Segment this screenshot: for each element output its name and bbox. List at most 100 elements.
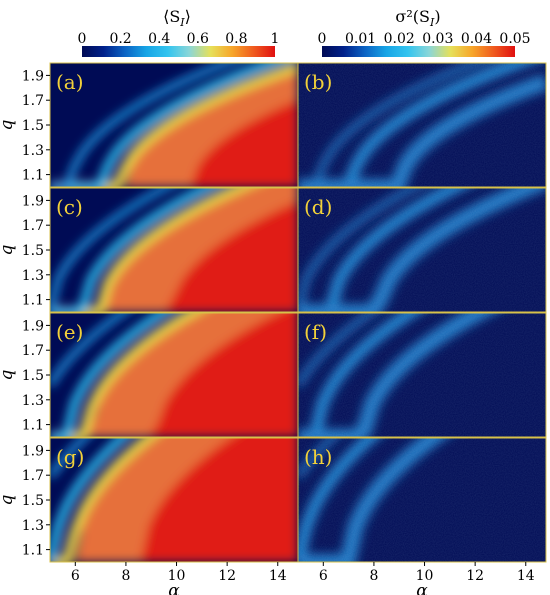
colorbar-tick-label: 0.04 xyxy=(461,31,492,47)
y-tick-label: 1.3 xyxy=(22,143,44,159)
colorbar-mean-title-main: ⟨S xyxy=(163,7,180,26)
colorbar-variance-title-sub: I xyxy=(429,16,435,29)
panel-label: (a) xyxy=(56,70,84,94)
colorbar-tick-label: 0.05 xyxy=(499,31,530,47)
panel-a: (a) xyxy=(49,62,299,188)
heatmap-transition-band xyxy=(50,188,251,312)
heatmap-ridge xyxy=(50,188,172,312)
y-tick-label: 1.3 xyxy=(22,268,44,284)
y-tick-label: 1.9 xyxy=(22,318,44,334)
y-tick-label: 1.7 xyxy=(22,468,44,484)
panel-d: (d) xyxy=(297,187,547,313)
y-axis-title: q xyxy=(0,494,17,505)
x-axis-title: α xyxy=(416,581,428,595)
colorbar-tick-label: 1 xyxy=(271,31,280,47)
y-tick-label: 1.5 xyxy=(22,493,44,509)
heatmap-peak-region xyxy=(50,438,298,562)
y-tick-label: 1.9 xyxy=(22,68,44,84)
heatmap-ridge xyxy=(50,188,216,312)
colorbar-mean-title: ⟨SI⟩ xyxy=(163,7,191,29)
x-tick-label: 8 xyxy=(121,568,130,584)
panel-e: (e) xyxy=(49,312,299,438)
colorbar-variance-title-end: ) xyxy=(434,7,440,26)
heatmap-ridge xyxy=(50,313,129,388)
colorbar-variance: σ²(SI) 0 0.01 0.02 0.03 0.04 0.05 xyxy=(318,7,531,57)
panel-frame xyxy=(297,437,547,563)
y-tick-label: 1.9 xyxy=(22,443,44,459)
colorbar-tick-label: 0.2 xyxy=(109,31,131,47)
heatmap-ridge xyxy=(50,438,129,562)
x-tick-label: 8 xyxy=(369,568,378,584)
panel-frame xyxy=(297,312,547,438)
colorbar-mean-title-sub: I xyxy=(179,16,185,29)
colorbar-variance-bar xyxy=(322,46,515,57)
colorbar-mean: ⟨SI⟩ 0 0.2 0.4 0.6 0.8 1 xyxy=(78,7,280,57)
colorbar-tick-label: 0.6 xyxy=(187,31,209,47)
y-tick-label: 1.7 xyxy=(22,93,44,109)
y-tick-label: 1.5 xyxy=(22,368,44,384)
colorbar-variance-title: σ²(SI) xyxy=(395,7,440,29)
panel-label: (c) xyxy=(56,195,83,219)
x-tick-label: 10 xyxy=(416,568,434,584)
y-tick-label: 1.1 xyxy=(22,418,44,434)
y-axis-title: q xyxy=(0,244,17,255)
panel-label: (d) xyxy=(304,195,332,219)
colorbar-tick-label: 0.03 xyxy=(422,31,453,47)
heatmap-peak-region xyxy=(50,313,298,437)
colorbar-tick-label: 0 xyxy=(318,31,327,47)
colorbar-mean-title-end: ⟩ xyxy=(185,7,191,26)
heatmap-peak-region xyxy=(50,201,298,312)
panel-frame xyxy=(297,62,547,188)
panel-label: (e) xyxy=(56,320,83,344)
panel-label: (h) xyxy=(304,445,333,469)
panel-b: (b) xyxy=(297,62,547,188)
panel-f: (f) xyxy=(297,312,547,438)
colorbar-tick-label: 0 xyxy=(78,31,87,47)
x-axis-title: α xyxy=(168,581,180,595)
heatmap-transition-band xyxy=(50,63,298,187)
heatmap-transition-band xyxy=(50,313,202,437)
panel-label: (g) xyxy=(56,445,84,469)
heatmap-noise xyxy=(298,63,546,187)
y-tick-label: 1.1 xyxy=(22,543,44,559)
panel-c: (c) xyxy=(49,187,299,313)
y-tick-label: 1.9 xyxy=(22,193,44,209)
y-axis-title: q xyxy=(0,369,17,380)
y-tick-label: 1.7 xyxy=(22,343,44,359)
heatmap-ridge xyxy=(50,313,171,437)
colorbar-tick-label: 0.01 xyxy=(345,31,376,47)
panel-label: (b) xyxy=(304,70,332,94)
colorbar-tick-label: 0.8 xyxy=(225,31,247,47)
heatmap-peak-region xyxy=(50,100,298,187)
panel-frame xyxy=(297,187,547,313)
x-tick-label: 12 xyxy=(466,568,484,584)
heatmap-ridge xyxy=(50,63,236,187)
panel-label: (f) xyxy=(304,320,327,344)
heatmap-noise xyxy=(298,438,546,562)
y-tick-label: 1.5 xyxy=(22,118,44,134)
y-tick-label: 1.7 xyxy=(22,218,44,234)
y-tick-label: 1.5 xyxy=(22,243,44,259)
x-tick-label: 12 xyxy=(218,568,236,584)
heatmap-noise xyxy=(298,188,546,312)
x-tick-label: 14 xyxy=(517,568,535,584)
x-tick-label: 10 xyxy=(168,568,186,584)
y-tick-label: 1.1 xyxy=(22,168,44,184)
panel-g: (g) xyxy=(49,437,299,563)
x-tick-label: 14 xyxy=(269,568,287,584)
y-tick-label: 1.3 xyxy=(22,518,44,534)
heatmap-transition-band xyxy=(50,438,156,562)
y-tick-label: 1.3 xyxy=(22,393,44,409)
colorbar-tick-label: 0.02 xyxy=(384,31,415,47)
x-tick-label: 6 xyxy=(319,568,328,584)
panel-h: (h) xyxy=(297,437,547,563)
colorbar-variance-title-main: σ²(S xyxy=(395,7,430,26)
colorbar-tick-label: 0.4 xyxy=(148,31,170,47)
heatmap-ridge xyxy=(50,63,284,187)
heatmap-noise xyxy=(298,313,546,437)
y-axis-title: q xyxy=(0,119,17,130)
y-tick-label: 1.1 xyxy=(22,293,44,309)
x-tick-label: 6 xyxy=(71,568,80,584)
colorbar-mean-bar xyxy=(82,46,275,57)
